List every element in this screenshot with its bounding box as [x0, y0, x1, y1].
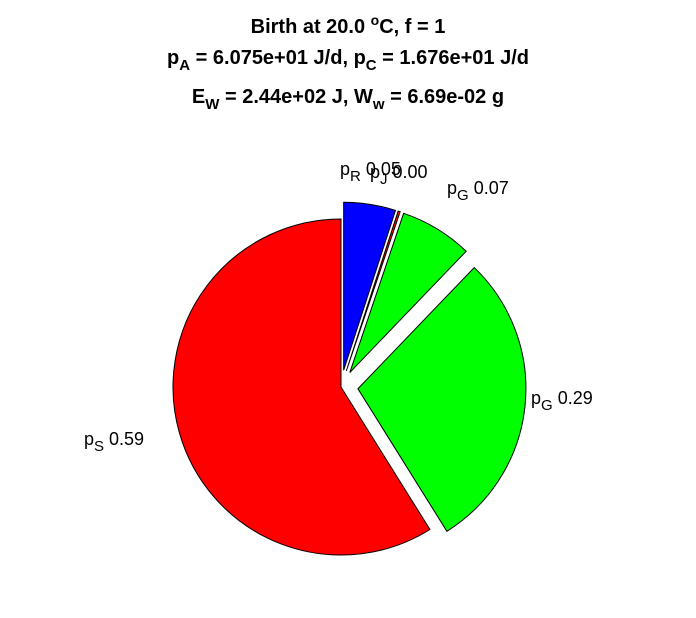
title-line-2: pA = 6.075e+01 J/d, pC = 1.676e+01 J/d [167, 47, 529, 74]
slice-label-2: pG 0.07 [447, 178, 509, 204]
slice-label-4: pS 0.59 [84, 429, 144, 455]
title-line-1: Birth at 20.0 oC, f = 1 [251, 12, 446, 38]
chart-title: Birth at 20.0 oC, f = 1 pA = 6.075e+01 J… [167, 12, 529, 113]
slice-label-3: pG 0.29 [531, 388, 593, 414]
pie-slices [172, 201, 527, 556]
pie-slice-pr-0 [343, 201, 397, 371]
pie-slice-ps-4 [172, 218, 431, 556]
slice-label-0: pR 0.05 [340, 159, 401, 185]
pie-slice-pg-3 [357, 266, 527, 532]
title-line-3: EW = 2.44e+02 J, Ww = 6.69e-02 g [192, 86, 504, 113]
pie-slice-pg-2 [349, 212, 467, 373]
slice-label-1: pJ 0.00 [370, 162, 428, 188]
pie-slice-pj-1 [345, 210, 401, 372]
